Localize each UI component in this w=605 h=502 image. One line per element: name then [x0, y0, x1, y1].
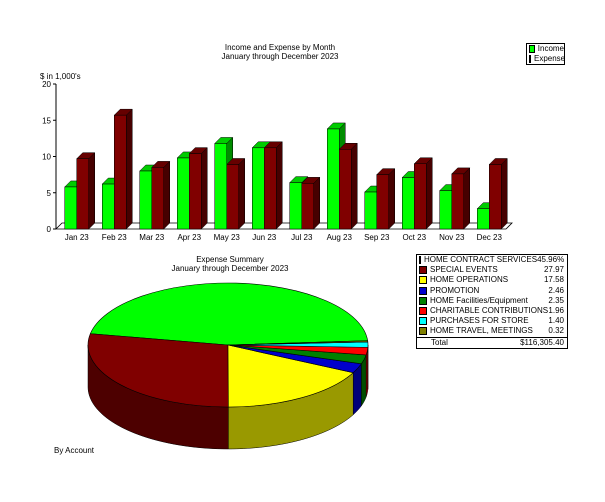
expense-summary-legend: HOME CONTRACT SERVICES 45.96% SPECIAL EVEN… [416, 254, 568, 349]
legend-label: HOME CONTRACT SERVICES [424, 255, 538, 265]
y-axis-unit-label: $ in 1,000's [40, 72, 81, 81]
legend-swatch [419, 296, 427, 305]
legend-value: 1.96 [548, 306, 564, 316]
legend-total-row: Total $116,305.40 [417, 336, 567, 348]
legend-label: HOME Facilities/Equipment [430, 295, 528, 305]
x-tick-label: Aug 23 [327, 233, 353, 242]
legend-label: PROMOTION [430, 285, 480, 295]
legend-item: HOME TRAVEL, MEETINGS 0.32 [417, 326, 567, 336]
bar-expense-may-23 [226, 157, 246, 230]
bar-expense-jul-23 [301, 176, 321, 230]
legend-label: CHARITABLE CONTRIBUTIONS [430, 306, 549, 316]
pie-slice-home-operations [227, 344, 354, 408]
pie-chart-subtitle: January through December 2023 [171, 264, 289, 273]
bar-expense-jun-23 [263, 141, 283, 230]
legend-swatch [419, 307, 427, 316]
x-tick-label: Jul 23 [291, 233, 313, 242]
bar-chart-subtitle: January through December 2023 [221, 52, 339, 61]
legend-item: CHARITABLE CONTRIBUTIONS 1.96 [417, 306, 567, 316]
bar-expense-aug-23 [338, 142, 358, 230]
legend-label: PURCHASES FOR STORE [430, 316, 529, 326]
bar-expense-feb-23 [113, 108, 133, 230]
legend-item-expense: Expense [527, 54, 566, 64]
bar-chart-legend: Income Expense [526, 43, 565, 65]
legend-value: 2.46 [548, 285, 564, 295]
legend-item: HOME CONTRACT SERVICES 45.96% [417, 255, 567, 265]
legend-label: SPECIAL EVENTS [430, 265, 498, 275]
pie-slice-special-events [87, 333, 229, 408]
x-tick-label: Jun 23 [252, 233, 277, 242]
bar-expense-dec-23 [488, 157, 508, 230]
legend-label-income: Income [537, 44, 564, 53]
y-tick-label: 15 [42, 116, 51, 125]
y-tick-label: 5 [47, 189, 52, 198]
total-label: Total [431, 337, 448, 347]
legend-value: 1.40 [548, 316, 564, 326]
legend-swatch-income [529, 45, 535, 53]
bar-expense-jan-23 [76, 152, 96, 230]
legend-label: HOME OPERATIONS [430, 275, 509, 285]
legend-swatch [419, 256, 421, 265]
legend-item: HOME Facilities/Equipment 2.35 [417, 296, 567, 306]
x-tick-label: Dec 23 [477, 233, 503, 242]
x-tick-label: Jan 23 [65, 233, 90, 242]
x-tick-label: Mar 23 [139, 233, 164, 242]
bar-expense-apr-23 [188, 146, 208, 230]
pie-slice-home-travel-meetings [227, 340, 369, 346]
x-tick-label: Apr 23 [177, 233, 201, 242]
pie-slices [87, 282, 369, 408]
pie-chart-title: Expense Summary [196, 255, 264, 264]
bar-expense-mar-23 [151, 160, 171, 230]
bar-expense-sep-23 [376, 168, 396, 230]
y-tick-label: 0 [47, 225, 52, 234]
legend-swatch [419, 286, 427, 295]
legend-item: PURCHASES FOR STORE 1.40 [417, 316, 567, 326]
y-tick-label: 20 [42, 80, 51, 89]
pie-slice-home-contract-services [89, 282, 369, 346]
legend-item: SPECIAL EVENTS 27.97 [417, 265, 567, 275]
legend-swatch [419, 266, 427, 275]
legend-label: HOME TRAVEL, MEETINGS [430, 326, 533, 336]
pie-side-walls [87, 344, 369, 450]
x-tick-label: Nov 23 [439, 233, 465, 242]
chart-floor [55, 222, 513, 230]
legend-swatch [419, 327, 427, 336]
x-tick-label: Sep 23 [364, 233, 390, 242]
bar-expense-oct-23 [413, 157, 433, 230]
legend-value: 2.35 [548, 295, 564, 305]
legend-swatch-expense [529, 55, 531, 63]
income-expense-bar-chart: 0 5 10 15 20 Jan 23 Feb 23 Mar 23 Apr 23 May 23 Ju… [42, 80, 513, 242]
legend-item: PROMOTION 2.46 [417, 286, 567, 296]
legend-value: 0.32 [548, 326, 564, 336]
legend-value: 27.97 [543, 265, 564, 275]
legend-item: HOME OPERATIONS 17.58 [417, 275, 567, 285]
legend-label-expense: Expense [534, 54, 566, 63]
y-tick-label: 10 [42, 153, 51, 162]
bar-expense-nov-23 [451, 167, 471, 230]
x-tick-label: Feb 23 [102, 233, 127, 242]
x-tick-label: Oct 23 [402, 233, 426, 242]
legend-swatch [419, 276, 427, 285]
legend-swatch [419, 317, 427, 326]
total-value: $116,305.40 [520, 337, 564, 347]
legend-value: 17.58 [543, 275, 564, 285]
x-tick-label: May 23 [214, 233, 241, 242]
bar-chart-title: Income and Expense by Month [224, 43, 336, 52]
legend-item-income: Income [527, 44, 564, 54]
by-account-label: By Account [54, 446, 95, 455]
legend-value: 45.96% [537, 255, 565, 265]
